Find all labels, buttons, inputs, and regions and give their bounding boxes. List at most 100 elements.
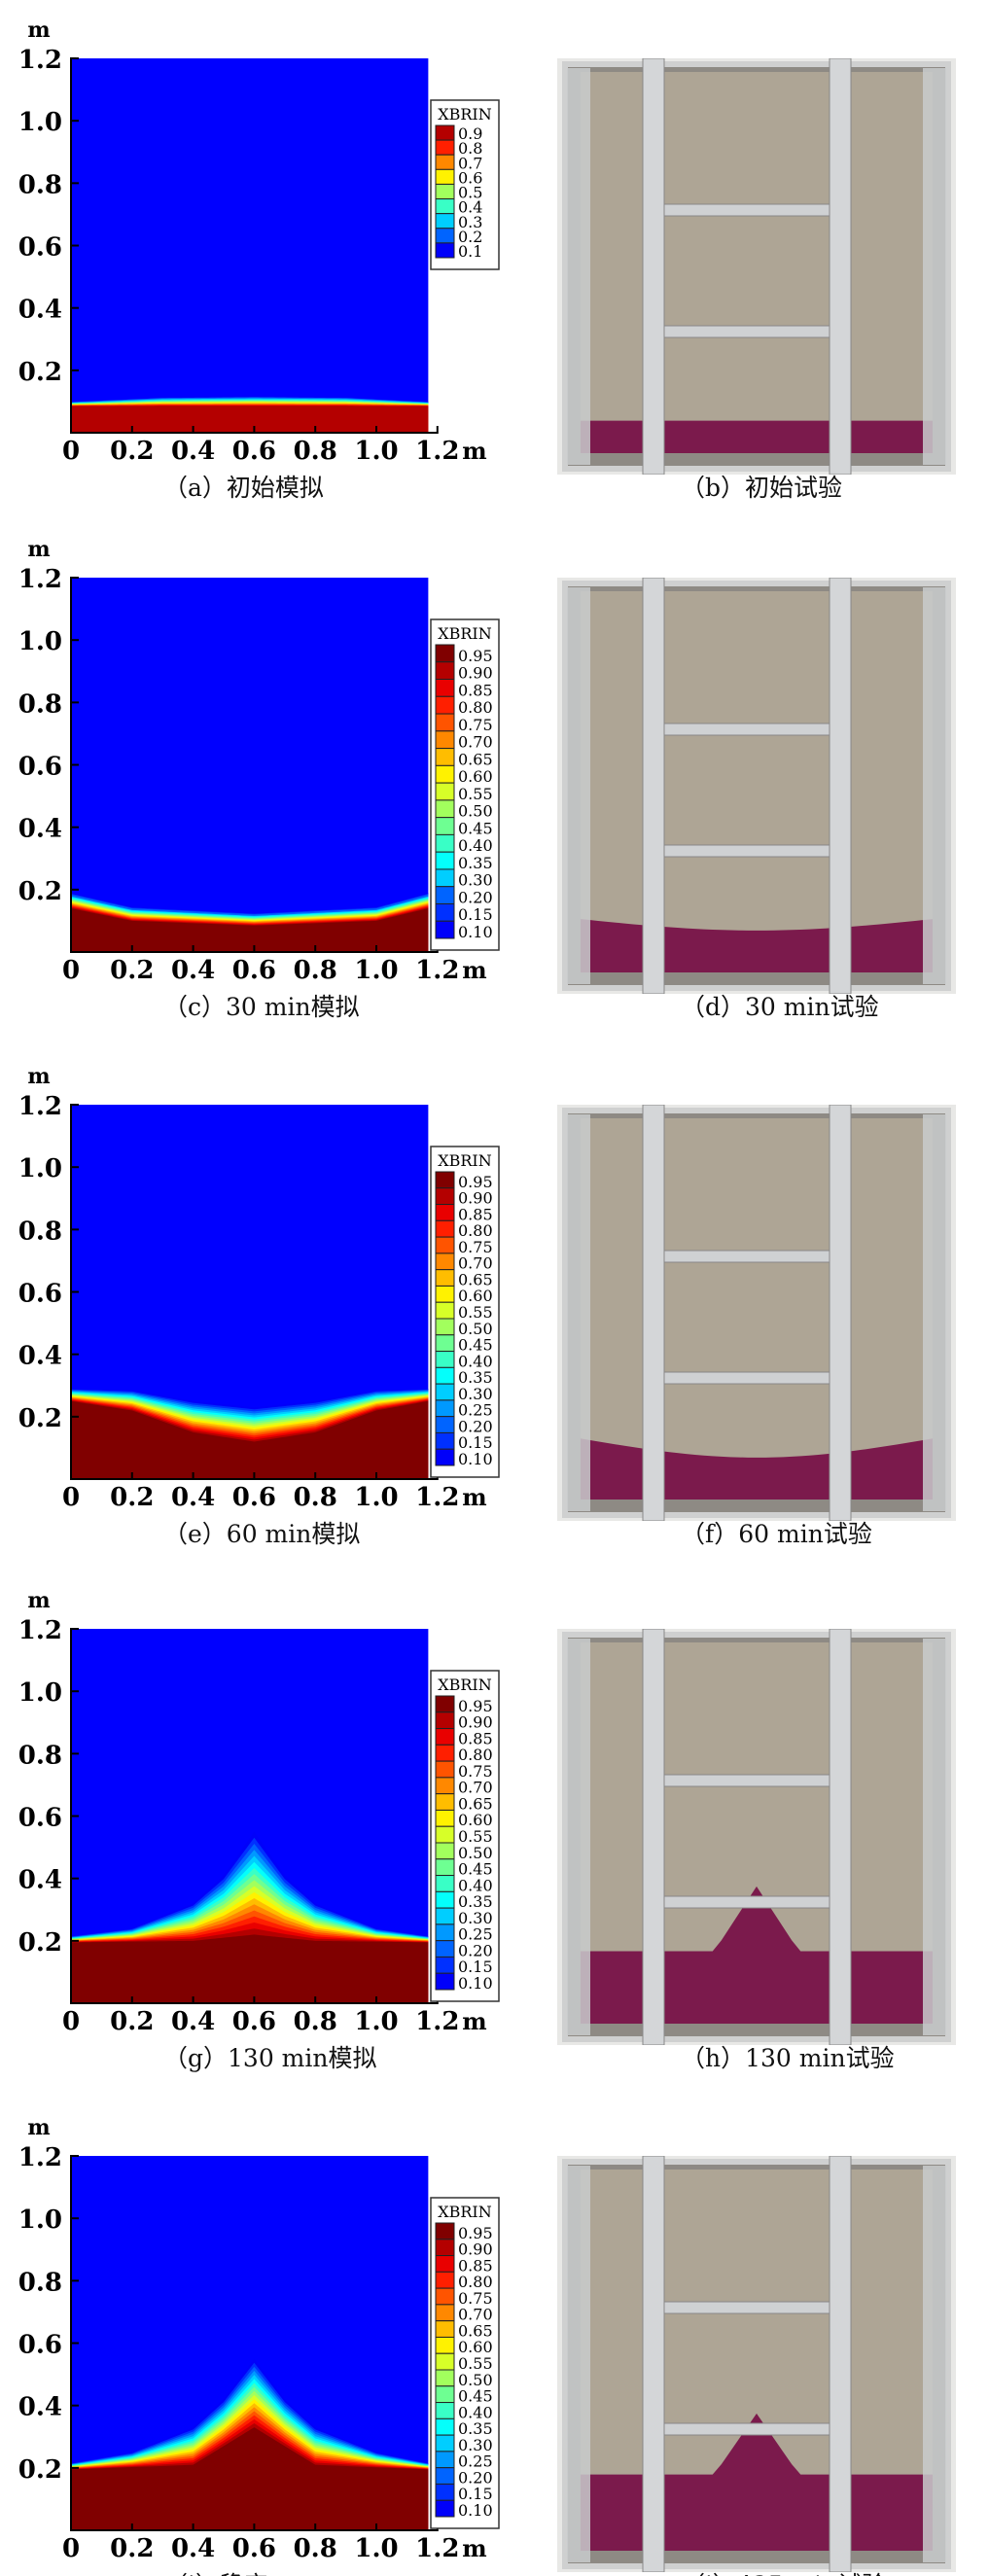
experiment-photo [557,578,956,994]
legend-label: 0.65 [458,1794,493,1813]
x-tick-label: 0.4 [171,1483,215,1512]
simulation-caption: （a）初始模拟 [163,474,324,502]
x-tick-label: 1.0 [354,2007,398,2036]
x-tick-label: 0.6 [232,2007,276,2036]
ladder-rung [663,2422,830,2436]
legend-swatch [435,1448,455,1466]
legend-label: 0.70 [458,1779,493,1797]
legend-label: 0.85 [458,1729,493,1747]
legend-label: 0.30 [458,871,493,890]
y-tick-label: 1.0 [18,1678,62,1708]
legend-label: 0.3 [458,213,482,231]
legend-swatch [435,2239,455,2257]
legend-swatch [435,1972,455,1991]
legend-label: 0.55 [458,1827,493,1846]
legend-swatch [435,799,455,819]
legend-label: 0.60 [458,1287,493,1305]
legend-swatch [435,1351,455,1368]
experiment-photo [557,2156,956,2572]
x-tick-label: 0 [62,956,80,985]
legend-swatch [435,2255,455,2273]
legend-label: 0.80 [458,2273,493,2291]
side-rail-right [923,1639,946,2035]
y-axis-unit: m [27,537,50,562]
legend-swatch [435,1416,455,1433]
x-tick-label: 0 [62,1483,80,1512]
x-tick-label: 0.4 [171,2534,215,2563]
legend-label: 0.15 [458,1958,493,1976]
legend-label: 0.75 [458,1762,493,1781]
figure-row: 0 0.2 0.4 0.6 0.8 1.0 1.2 m 0.2 0.4 0.6 0.8 1.0 1.2 m X… [0,0,989,525]
legend-swatch [435,1728,455,1746]
simulation-caption: （e）60 min模拟 [163,1520,361,1548]
legend-label: 0.15 [458,2485,493,2503]
side-rail-right [923,587,946,984]
legend-swatch [435,1253,455,1271]
x-tick-label: 0.4 [171,956,215,985]
simulation-plot: 0 0.2 0.4 0.6 0.8 1.0 1.2 m0.20.40.60.81.01.2mX… [18,2115,500,2563]
contour-band-0.95 [71,1934,429,2003]
y-tick-label: 0.2 [18,2455,62,2485]
y-tick-label: 1.0 [18,2205,62,2235]
legend-label: 0.45 [458,1336,493,1355]
legend-title: XBRIN [438,624,492,643]
legend-label: 0.90 [458,664,493,683]
x-tick-label: 0 [62,2534,80,2563]
brine-plume [581,420,933,453]
y-tick-label: 1.0 [18,108,62,137]
legend-swatch [435,2320,455,2338]
ladder-rung [663,2301,830,2314]
legend-title: XBRIN [438,1676,492,1694]
legend-swatch [435,695,455,715]
x-tick-label: 1.2 [415,1483,459,1512]
legend-label: 0.35 [458,854,493,872]
legend-label: 0.35 [458,1368,493,1387]
y-axis-unit: m [27,18,50,43]
legend-label: 0.8 [458,139,482,158]
legend-swatch [435,868,455,888]
simulation-plot: 0 0.2 0.4 0.6 0.8 1.0 1.2 m0.20.40.60.81.01.2mX… [18,18,500,466]
figure-row: 0 0.2 0.4 0.6 0.8 1.0 1.2 m 0.2 0.4 0.6 0.8 1.0 1.2 m X… [0,1570,989,2096]
ladder-column [829,2156,852,2572]
ladder-rung [663,1371,830,1385]
legend-swatch [435,2451,455,2469]
colorbar-legend: XBRIN0.950.900.850.800.750.700.650.600.5… [430,2197,500,2529]
legend-swatch [435,2271,455,2289]
legend-label: 0.65 [458,1270,493,1288]
x-axis-unit: m [462,437,486,465]
legend-swatch [435,1923,455,1942]
legend-swatch [435,2385,455,2404]
legend-swatch [435,2434,455,2452]
legend-swatch [435,2336,455,2354]
legend-label: 0.70 [458,1254,493,1273]
x-tick-label: 0.4 [171,437,215,466]
y-tick-label: 0.6 [18,1804,62,1833]
contour-band-0.95 [71,2427,429,2530]
legend-swatch [435,1219,455,1238]
legend-label: 0.10 [458,1450,493,1468]
legend-label: 0.90 [458,2241,493,2259]
legend-swatch [435,228,455,244]
legend-swatch [435,168,455,185]
legend-swatch [435,782,455,801]
legend-swatch [435,2417,455,2436]
y-tick-label: 0.4 [18,1342,62,1371]
legend-swatch [435,1907,455,1925]
legend-swatch [435,1204,455,1221]
y-tick-label: 0.8 [18,1217,62,1246]
legend-label: 0.7 [458,154,482,172]
x-tick-label: 0.8 [294,1483,337,1512]
figure-row: 0 0.2 0.4 0.6 0.8 1.0 1.2 m 0.2 0.4 0.6 0.8 1.0 1.2 m X… [0,519,989,1044]
legend-swatch [435,1842,455,1860]
side-rail-left [567,68,590,465]
colorbar-legend: XBRIN0.950.900.850.800.750.700.650.600.5… [430,1146,500,1478]
legend-title: XBRIN [438,2203,492,2221]
legend-label: 0.50 [458,2371,493,2389]
legend-label: 0.95 [458,2224,493,2242]
legend-label: 0.60 [458,2338,493,2356]
legend-swatch [435,1744,455,1762]
ladder-column [829,578,852,994]
photo-caption: （h）130 min试验 [681,2044,895,2072]
legend-label: 0.20 [458,2468,493,2487]
legend-swatch [435,902,455,922]
